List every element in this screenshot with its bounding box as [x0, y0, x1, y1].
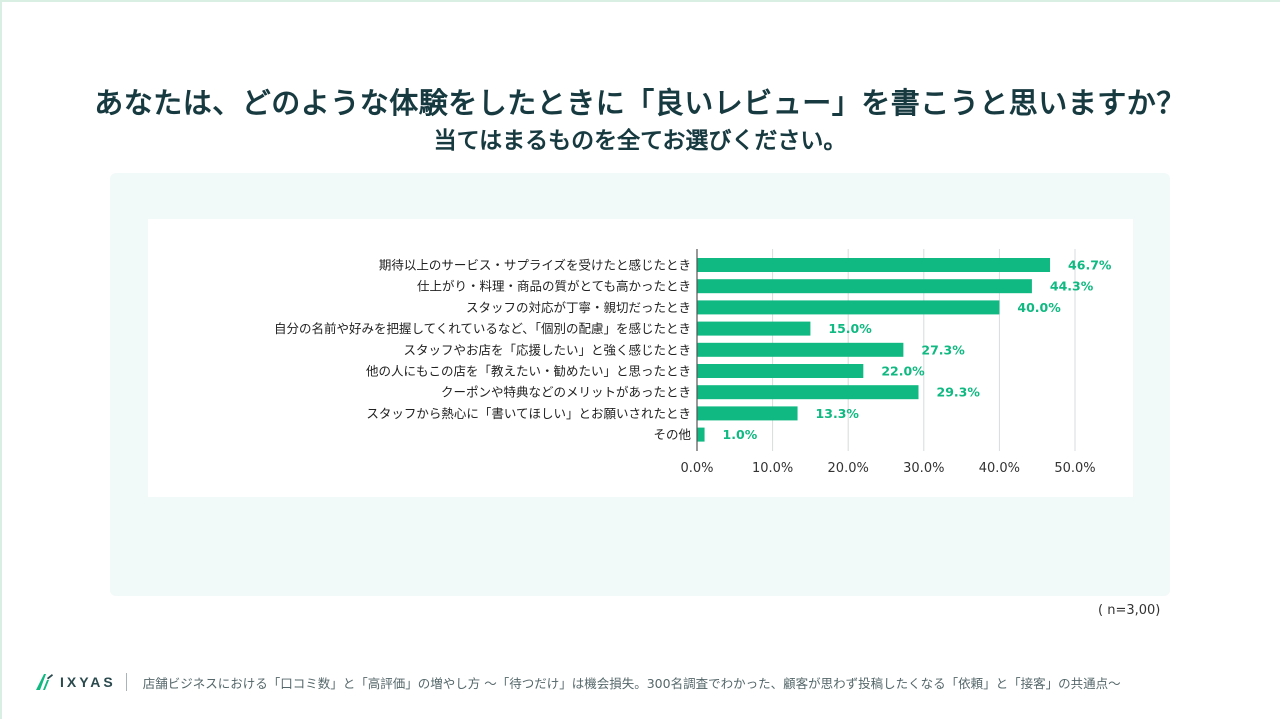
- bar-chart: 期待以上のサービス・サプライズを受けたと感じたとき 46.7% 仕上がり・料理・商品…: [274, 249, 1112, 476]
- footer-divider: [125, 673, 127, 691]
- category-label: スタッフから熱心に「書いてほしい」とお願いされたとき: [366, 406, 691, 421]
- top-border: [0, 0, 1280, 2]
- category-label: スタッフの対応が丁寧・親切だったとき: [466, 300, 691, 315]
- bar: [697, 258, 1051, 272]
- brand-name: IXYAS: [60, 674, 116, 690]
- category-label: 仕上がり・料理・商品の質がとても高かったとき: [417, 279, 691, 294]
- chart-title: あなたは、どのような体験をしたときに「良いレビュー」を書こうと思いますか？: [94, 86, 1186, 120]
- data-label: 46.7%: [1068, 258, 1112, 273]
- category-label: スタッフやお店を「応援したい」と強く感じたとき: [403, 342, 691, 357]
- bar: [697, 364, 864, 378]
- data-label: 29.3%: [937, 385, 981, 400]
- left-border: [0, 0, 2, 719]
- category-label: その他: [653, 427, 691, 442]
- bar: [697, 300, 1000, 315]
- x-tick-label: 10.0%: [752, 461, 793, 476]
- bar: [697, 342, 904, 357]
- x-tick-label: 50.0%: [1054, 461, 1095, 476]
- footer: IXYAS 店舗ビジネスにおける「口コミ数」と「高評価」の増やし方 〜「待つだけ…: [34, 671, 1121, 693]
- bar: [697, 321, 811, 336]
- category-label: クーポンや特典などのメリットがあったとき: [441, 385, 691, 400]
- data-label: 13.3%: [816, 406, 860, 421]
- x-tick-label: 30.0%: [903, 461, 944, 476]
- chart-card: 期待以上のサービス・サプライズを受けたと感じたとき 46.7% 仕上がり・料理・商品…: [148, 219, 1133, 497]
- category-label: 自分の名前や好みを把握してくれているなど、「個別の配慮」を感じたとき: [274, 321, 691, 336]
- data-label: 22.0%: [881, 364, 925, 379]
- bar: [697, 279, 1032, 294]
- ixyas-logo-icon: [36, 674, 53, 690]
- data-label: 40.0%: [1017, 300, 1061, 315]
- footer-caption: 店舗ビジネスにおける「口コミ数」と「高評価」の増やし方 〜「待つだけ」は機会損失…: [142, 675, 1121, 691]
- bar: [697, 406, 798, 421]
- bar: [697, 385, 919, 400]
- sample-size-note: ( n=3,00): [1098, 603, 1161, 618]
- bar: [697, 427, 705, 442]
- data-label: 27.3%: [921, 342, 965, 357]
- data-label: 44.3%: [1050, 279, 1094, 294]
- chart-subtitle: 当てはまるものを全てお選びください。: [433, 128, 847, 154]
- category-label: 他の人にもこの店を「教えたい・勧めたい」と思ったとき: [366, 364, 691, 379]
- x-tick-label: 20.0%: [828, 461, 869, 476]
- data-label: 1.0%: [723, 427, 758, 442]
- category-label: 期待以上のサービス・サプライズを受けたと感じたとき: [379, 258, 691, 273]
- x-tick-label: 0.0%: [680, 461, 713, 476]
- data-label: 15.0%: [828, 321, 872, 336]
- x-tick-label: 40.0%: [979, 461, 1020, 476]
